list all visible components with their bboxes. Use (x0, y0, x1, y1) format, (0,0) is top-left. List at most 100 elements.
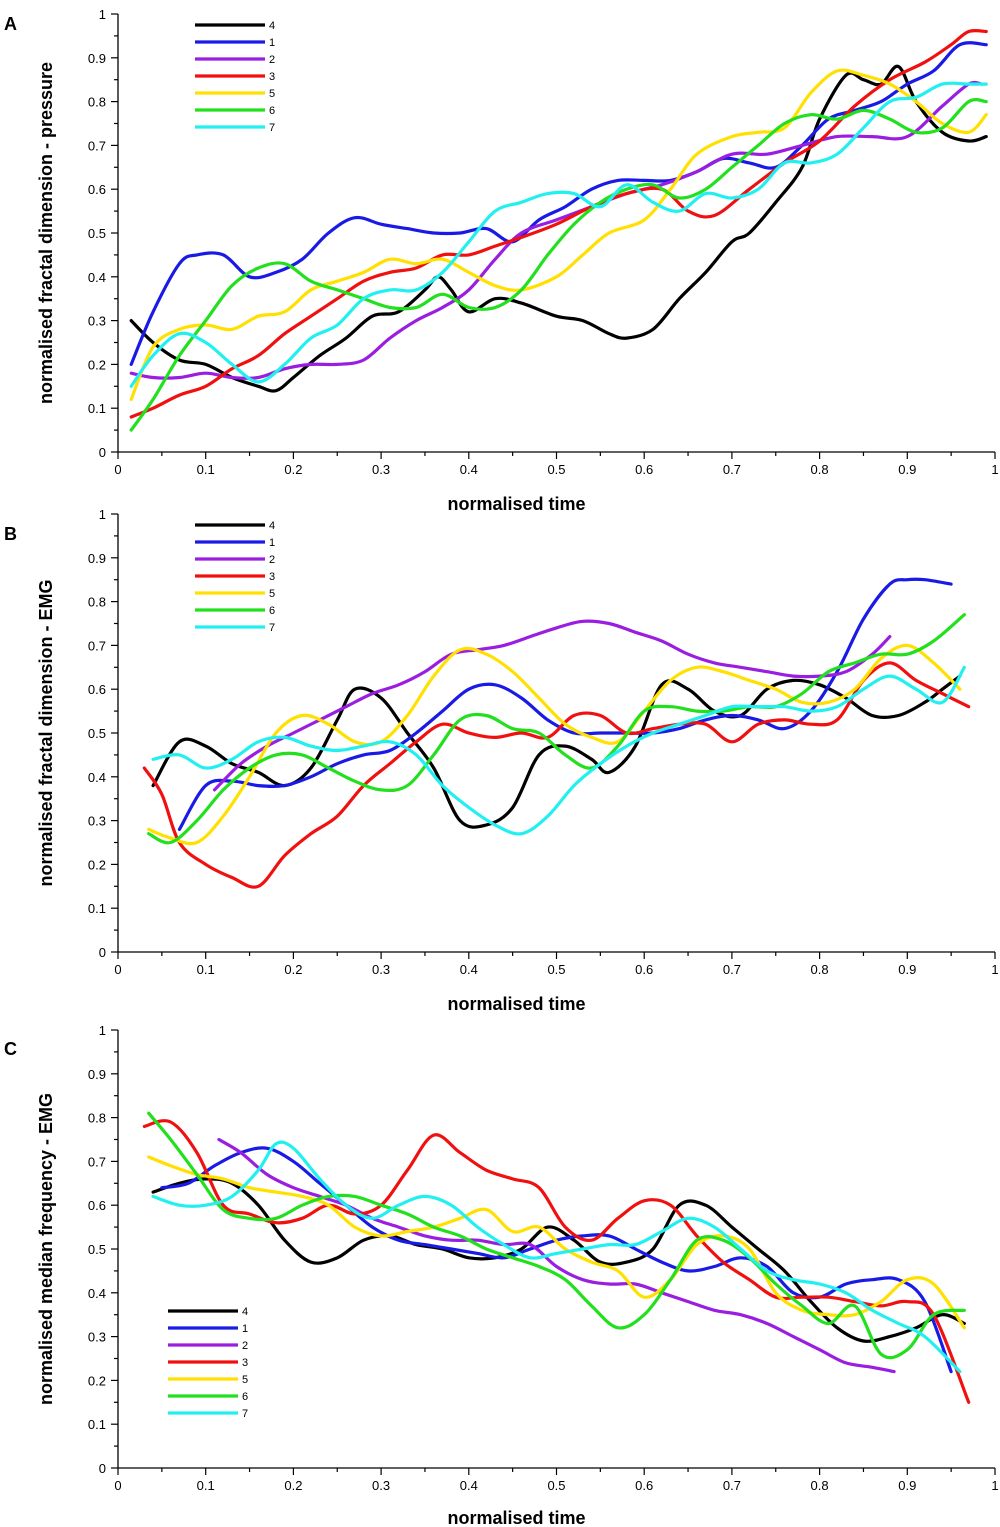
legend-label-1: 1 (269, 37, 275, 49)
x-axis-title: normalised time (447, 994, 585, 1014)
legend-label-5: 5 (269, 588, 275, 600)
x-tick-label: 0.1 (197, 462, 215, 477)
y-tick-label: 0.8 (88, 595, 106, 610)
y-tick-label: 0.6 (88, 682, 106, 697)
legend-label-7: 7 (269, 122, 275, 134)
x-tick-label: 0.8 (811, 462, 829, 477)
x-tick-label: 0.4 (460, 1478, 478, 1493)
y-tick-label: 0.1 (88, 901, 106, 916)
x-tick-label: 0.9 (898, 1478, 916, 1493)
y-tick-label: 0.5 (88, 226, 106, 241)
series-line-2 (217, 1137, 896, 1374)
series-line-1 (177, 577, 953, 831)
x-tick-label: 0.4 (460, 462, 478, 477)
x-tick-label: 0.6 (635, 462, 653, 477)
series-line-7 (129, 81, 988, 388)
x-tick-label: 0.7 (723, 962, 741, 977)
panel-letter: A (4, 14, 17, 34)
series-line-5 (147, 1155, 966, 1330)
y-tick-label: 0.7 (88, 138, 106, 153)
legend: 4 1 2 3 5 6 7 (195, 20, 275, 134)
legend-label-4: 4 (269, 20, 275, 32)
x-tick-label: 1 (991, 962, 998, 977)
legend: 4 1 2 3 5 6 7 (168, 1306, 248, 1420)
x-tick-label: 0.9 (898, 962, 916, 977)
series-line-1 (129, 41, 988, 366)
legend-label-6: 6 (269, 105, 275, 117)
y-tick-label: 0 (99, 1461, 106, 1476)
y-tick-label: 0 (99, 945, 106, 960)
x-tick-label: 0 (114, 462, 121, 477)
legend-label-2: 2 (269, 54, 275, 66)
legend-label-4: 4 (269, 520, 275, 532)
series-line-7 (151, 1140, 962, 1374)
legend-label-3: 3 (269, 571, 275, 583)
y-tick-label: 0.2 (88, 1373, 106, 1388)
x-tick-label: 0.9 (898, 462, 916, 477)
x-tick-label: 0.5 (547, 962, 565, 977)
x-tick-label: 0.2 (284, 962, 302, 977)
y-tick-label: 0.8 (88, 95, 106, 110)
y-tick-label: 0 (99, 445, 106, 460)
legend-label-6: 6 (242, 1391, 248, 1403)
y-tick-label: 0.4 (88, 270, 106, 285)
x-tick-label: 0.7 (723, 462, 741, 477)
series-line-6 (147, 613, 966, 845)
x-tick-label: 0.6 (635, 962, 653, 977)
y-tick-label: 1 (99, 507, 106, 522)
y-tick-label: 0.9 (88, 51, 106, 66)
panel-A: 0 0.1 0.2 0.3 0.4 0.5 0.6 0.7 0.8 0.9 1 0 0.1 0.2 0.3 0… (4, 7, 999, 514)
x-tick-label: 0.4 (460, 962, 478, 977)
x-tick-label: 0.3 (372, 962, 390, 977)
legend-label-3: 3 (269, 71, 275, 83)
series-line-5 (129, 68, 988, 401)
y-axis-title: normalised fractal dimension - EMG (36, 579, 56, 886)
series-line-3 (142, 1119, 971, 1404)
y-tick-label: 0.2 (88, 357, 106, 372)
y-tick-label: 0.6 (88, 182, 106, 197)
x-tick-label: 1 (991, 462, 998, 477)
y-tick-label: 0.3 (88, 814, 106, 829)
x-tick-label: 0.3 (372, 462, 390, 477)
y-tick-label: 0.6 (88, 1198, 106, 1213)
x-tick-label: 0.7 (723, 1478, 741, 1493)
legend-label-2: 2 (242, 1340, 248, 1352)
legend: 4 1 2 3 5 6 7 (195, 520, 275, 634)
legend-label-7: 7 (242, 1408, 248, 1420)
x-tick-label: 0.1 (197, 962, 215, 977)
y-tick-label: 0.7 (88, 1154, 106, 1169)
legend-label-5: 5 (269, 88, 275, 100)
legend-label-1: 1 (242, 1323, 248, 1335)
x-tick-label: 1 (991, 1478, 998, 1493)
y-tick-label: 0.9 (88, 551, 106, 566)
legend-label-2: 2 (269, 554, 275, 566)
x-tick-label: 0.8 (811, 962, 829, 977)
series-line-2 (212, 619, 892, 792)
y-tick-label: 0.8 (88, 1111, 106, 1126)
x-tick-label: 0.1 (197, 1478, 215, 1493)
x-tick-label: 0.3 (372, 1478, 390, 1493)
x-tick-label: 0.2 (284, 462, 302, 477)
y-tick-label: 0.2 (88, 857, 106, 872)
series-line-4 (151, 1177, 966, 1343)
x-axis-title: normalised time (447, 1508, 585, 1527)
series-line-3 (129, 28, 988, 419)
legend-label-3: 3 (242, 1357, 248, 1369)
y-tick-label: 0.1 (88, 401, 106, 416)
y-tick-label: 0.1 (88, 1417, 106, 1432)
y-tick-label: 0.7 (88, 638, 106, 653)
x-tick-label: 0 (114, 962, 121, 977)
panel-letter: C (4, 1039, 17, 1059)
series-line-4 (129, 64, 988, 393)
y-tick-label: 0.4 (88, 770, 106, 785)
y-tick-label: 0.9 (88, 1067, 106, 1082)
y-tick-label: 0.3 (88, 1330, 106, 1345)
y-tick-label: 1 (99, 7, 106, 22)
series-line-6 (147, 1111, 966, 1360)
x-axis-title: normalised time (447, 494, 585, 514)
panel-B: 0 0.1 0.2 0.3 0.4 0.5 0.6 0.7 0.8 0.9 1 0 0.1 0.2 0.3 0… (4, 507, 999, 1014)
legend-label-7: 7 (269, 622, 275, 634)
series-line-5 (147, 643, 962, 846)
y-tick-label: 0.5 (88, 1242, 106, 1257)
